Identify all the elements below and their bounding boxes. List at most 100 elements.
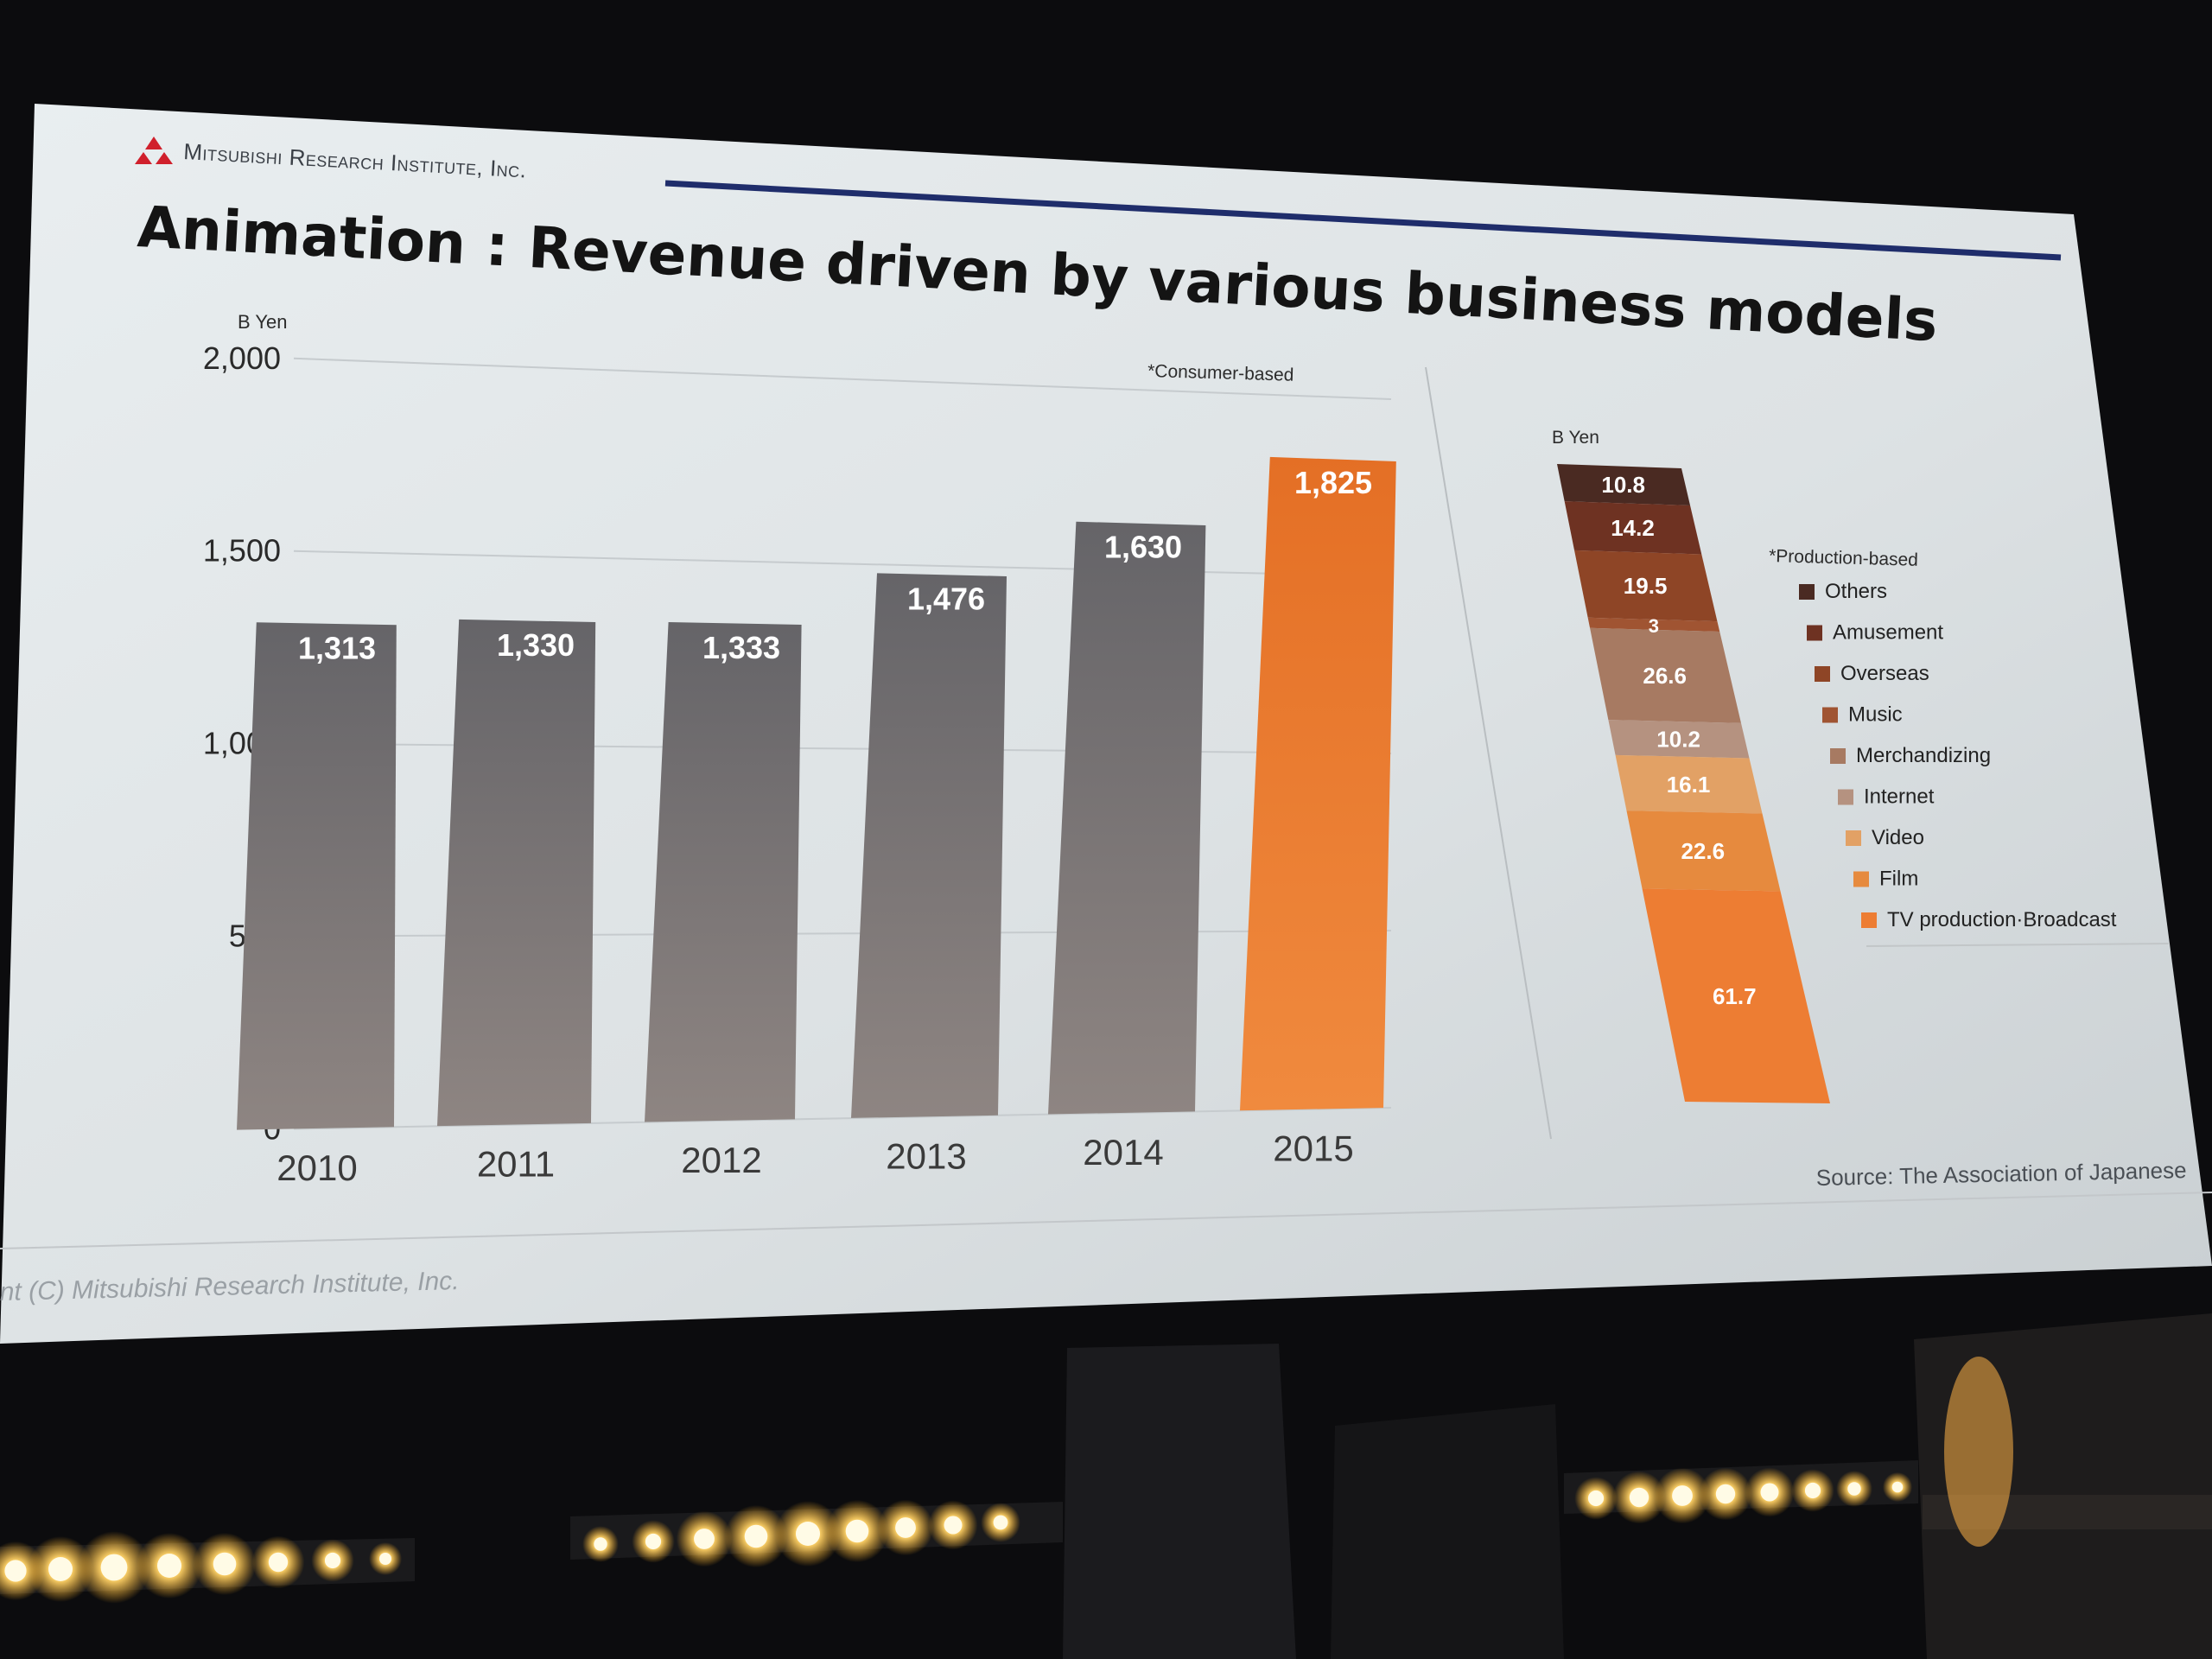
stage-lamp [845,1519,869,1543]
legend-label: Music [1848,703,1903,727]
production-breakdown-chart: B Yen *Production-based 10.8 14.2 19.5 3 26.… [1552,428,2170,1103]
chart-divider [1425,366,1552,1140]
x-tick-label-2015: 2015 [1273,1128,1353,1169]
stage-spotlight [1944,1357,2013,1547]
company-logo [135,137,173,164]
stage-lamp [1847,1482,1861,1496]
legend-swatch [1838,789,1853,805]
stage-lamp [1672,1485,1693,1506]
gridline [293,357,1392,400]
stage-lamp [268,1552,289,1573]
x-tick-label-2012: 2012 [681,1140,761,1180]
bar-2011 [437,619,596,1127]
segment-film [1626,810,1781,892]
stage-lamp [1715,1484,1736,1504]
bar-2013 [851,573,1007,1118]
stage-lamp [213,1552,237,1576]
value-label-2014: 1,630 [1104,530,1182,565]
left-x-tick-labels: 2010 2011 2012 2013 2014 2015 [276,1128,1353,1188]
stage-lamp [1629,1487,1649,1508]
stage-lamp [744,1524,768,1548]
legend-swatch [1830,748,1846,764]
bar-2014 [1048,521,1206,1115]
legend-label: Amusement [1833,621,1943,645]
legend-swatch [1846,830,1861,846]
stage-lamp [645,1533,662,1550]
stage-lamp [48,1557,73,1581]
legend-swatch [1815,666,1830,682]
stage-lamp [379,1553,391,1565]
bar-2010 [237,622,397,1130]
segment-label: 22.6 [1681,838,1725,864]
segment-label: 26.6 [1643,663,1687,689]
segment-label: 19.5 [1624,573,1668,599]
segment-amusement [1564,501,1702,555]
x-tick-label-2014: 2014 [1083,1132,1163,1173]
legend-border [1866,943,2170,947]
segment-label: 61.7 [1713,983,1757,1009]
legend-swatch [1853,871,1869,887]
segment-label: 14.2 [1611,515,1655,541]
stage-lamp [944,1516,963,1535]
right-y-unit-label: B Yen [1552,428,1599,448]
stage-lamp [694,1529,715,1549]
gridline [293,550,1392,577]
stage-lamp [324,1552,341,1569]
segment-tv-production-broadcast [1642,888,1830,1103]
value-label-2012: 1,333 [702,630,780,665]
left-y-unit-label: B Yen [238,311,288,333]
stage-lamp [796,1522,820,1546]
right-segment-labels: 10.8 14.2 19.5 3 26.6 10.2 16.1 22.6 61.7 [1601,472,1756,1009]
segment-video [1615,754,1763,814]
stage-lamp [1804,1482,1821,1499]
right-stack-segments [1557,464,1830,1103]
consumer-based-note: *Consumer-based [1147,361,1294,385]
stage-lamp [1587,1490,1605,1507]
bar-2015 [1240,456,1396,1111]
legend-label: Merchandizing [1856,744,1991,767]
legend-swatch [1799,584,1815,600]
segment-label: 10.2 [1656,726,1700,752]
segment-label: 10.8 [1601,472,1645,498]
header-rule [664,180,2062,261]
y-tick-label: 2,000 [203,340,281,376]
left-value-labels: 1,313 1,330 1,333 1,476 1,630 1,825 [298,465,1372,665]
legend-label: Film [1879,868,1918,891]
legend-swatch [1861,912,1877,928]
footer-rule [0,1192,2212,1249]
value-label-2013: 1,476 [907,581,985,616]
stage-lamp [993,1515,1008,1530]
x-tick-label-2011: 2011 [477,1144,555,1185]
value-label-2011: 1,330 [497,627,575,663]
value-label-2015: 1,825 [1294,465,1372,500]
stage-lamp [594,1537,607,1551]
revenue-chart: B Yen *Consumer-based 05001,0001,5002,00… [203,311,1396,1188]
stage-lamp [4,1560,27,1582]
segment-label: 16.1 [1667,772,1711,798]
x-tick-label-2010: 2010 [276,1147,357,1188]
segment-merchandizing [1590,627,1742,723]
bar-2012 [645,622,802,1122]
stage-lamp [100,1554,128,1581]
gridline [293,1107,1392,1130]
stage-lights [0,1357,2013,1604]
y-tick-label: 1,500 [203,533,281,569]
legend-label: Overseas [1840,662,1929,685]
production-based-note: *Production-based [1769,546,1918,570]
legend-swatch [1822,707,1838,723]
legend-label: Video [1872,826,1924,849]
segment-label: 3 [1649,615,1659,637]
segment-others [1557,464,1691,505]
segment-music [1587,617,1720,632]
legend-label: Others [1825,580,1887,603]
legend-swatch [1807,625,1822,641]
segment-internet [1608,720,1750,759]
stage-lamp [1760,1483,1779,1502]
stage-lamp [157,1554,181,1578]
left-bars [237,456,1396,1130]
value-label-2010: 1,313 [298,630,376,665]
stage-lamp [895,1517,916,1538]
segment-overseas [1574,550,1718,622]
legend-label: TV production·Broadcast [1887,908,2117,931]
